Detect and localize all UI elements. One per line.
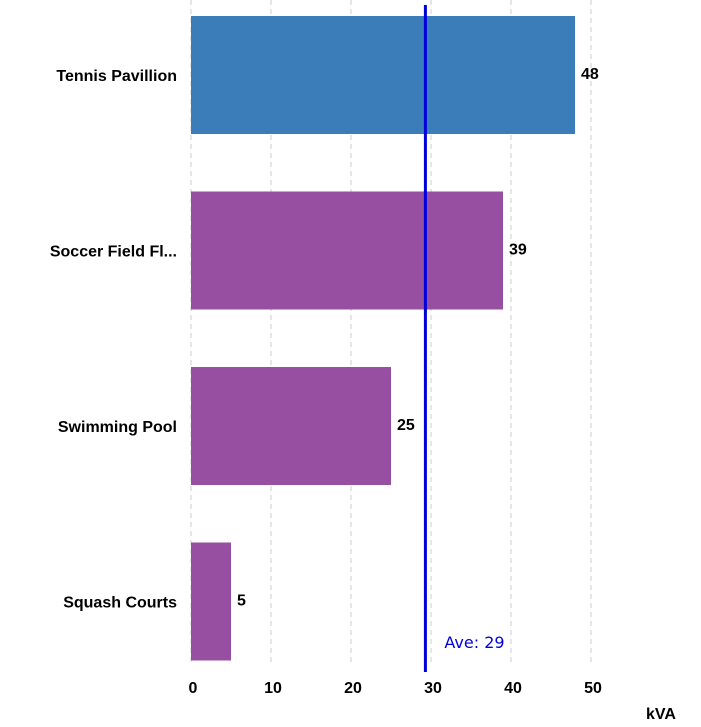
x-axis-unit-label: kVA (646, 706, 676, 723)
x-tick-label-10: 10 (264, 680, 282, 697)
bar-0 (191, 16, 575, 134)
category-label-2: Swimming Pool (58, 419, 177, 436)
average-line-group: Ave: 29 (423, 5, 505, 672)
x-tick-label-40: 40 (504, 680, 522, 697)
labels: 0 10 20 30 40 50 Tennis Pavillion 48 Soccer Fiel… (50, 66, 677, 723)
category-label-1: Soccer Field Fl... (50, 244, 177, 261)
value-label-3: 5 (237, 593, 246, 610)
category-label-3: Squash Courts (63, 595, 177, 612)
x-tick-label-50: 50 (584, 680, 602, 697)
value-label-2: 25 (397, 417, 415, 434)
x-tick-label-20: 20 (344, 680, 362, 697)
bar-2 (191, 367, 391, 485)
bars (191, 16, 575, 661)
category-label-0: Tennis Pavillion (56, 68, 177, 85)
average-label: Ave: 29 (444, 633, 504, 652)
value-label-1: 39 (509, 242, 527, 259)
x-tick-label-30: 30 (424, 680, 442, 697)
bar-1 (191, 191, 503, 310)
x-tick-label-0: 0 (189, 680, 198, 697)
value-label-0: 48 (581, 66, 599, 83)
bar-3 (191, 542, 231, 661)
